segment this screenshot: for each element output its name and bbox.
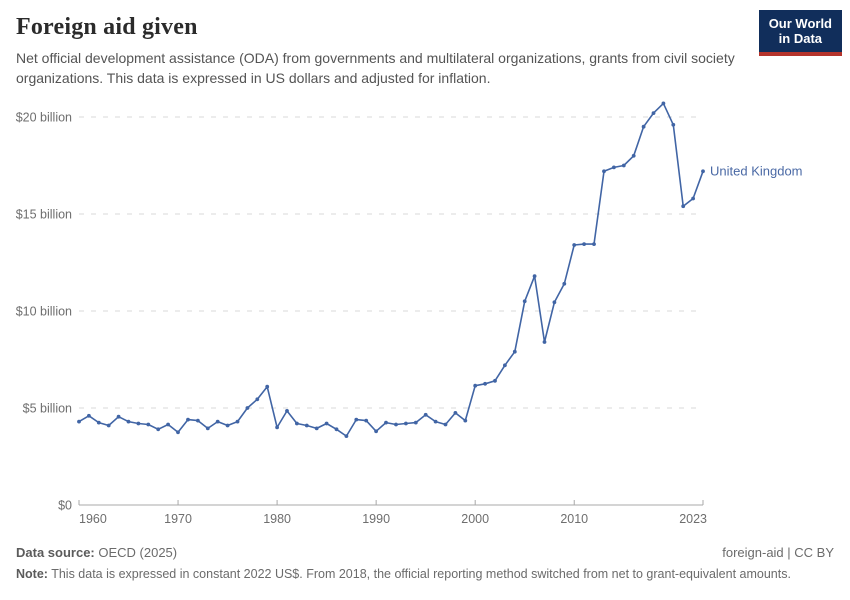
data-point[interactable] <box>77 419 81 424</box>
data-point[interactable] <box>196 418 200 423</box>
y-axis-label: $15 billion <box>16 208 72 222</box>
data-point[interactable] <box>265 384 270 389</box>
data-point[interactable] <box>522 299 527 304</box>
data-point[interactable] <box>691 196 695 201</box>
data-point[interactable] <box>156 427 161 432</box>
data-point[interactable] <box>413 420 418 425</box>
owid-logo-line2: in Data <box>778 30 823 46</box>
data-point[interactable] <box>136 421 141 426</box>
data-point[interactable] <box>602 169 606 174</box>
data-point[interactable] <box>285 409 289 413</box>
data-point[interactable] <box>651 111 656 116</box>
data-point[interactable] <box>681 204 686 209</box>
data-point[interactable] <box>275 425 279 430</box>
license-link[interactable]: foreign-aid | CC BY <box>722 545 834 561</box>
x-axis-label: 2010 <box>560 512 588 526</box>
data-point[interactable] <box>542 340 547 345</box>
data-point[interactable] <box>96 420 101 425</box>
data-point[interactable] <box>621 163 626 168</box>
data-point[interactable] <box>552 300 557 305</box>
owid-logo-line1: Our World <box>768 16 832 31</box>
x-axis-label: 2023 <box>679 512 707 526</box>
data-point[interactable] <box>384 420 388 425</box>
data-point[interactable] <box>582 242 586 247</box>
data-point[interactable] <box>225 423 230 428</box>
data-point[interactable] <box>572 243 577 248</box>
y-axis-label: $5 billion <box>23 402 72 416</box>
y-axis-label: $20 billion <box>16 111 72 125</box>
data-point[interactable] <box>334 427 339 432</box>
data-point[interactable] <box>701 169 705 174</box>
data-point[interactable] <box>255 397 260 402</box>
x-axis-label: 2000 <box>461 512 489 526</box>
data-point[interactable] <box>394 422 398 427</box>
data-point[interactable] <box>304 423 309 428</box>
data-point[interactable] <box>146 422 151 427</box>
series-end-label[interactable]: United Kingdom <box>710 164 803 179</box>
x-axis-label: 1990 <box>362 512 390 526</box>
data-point[interactable] <box>245 406 250 411</box>
data-point[interactable] <box>314 426 319 431</box>
data-point[interactable] <box>364 418 369 423</box>
chart-subtitle: Net official development assistance (ODA… <box>16 50 735 86</box>
data-point[interactable] <box>661 101 666 106</box>
data-point[interactable] <box>354 417 359 422</box>
data-point[interactable] <box>215 419 220 424</box>
data-point[interactable] <box>631 154 636 158</box>
data-point[interactable] <box>404 421 408 426</box>
data-point[interactable] <box>512 349 517 354</box>
data-source-label: Data source: <box>16 545 95 561</box>
data-point[interactable] <box>374 429 378 434</box>
data-point[interactable] <box>493 379 497 383</box>
data-source-value: OECD (2025) <box>94 545 178 561</box>
data-point[interactable] <box>235 419 240 424</box>
chart-header: Foreign aid given Our World in Data Net … <box>0 0 850 88</box>
data-point[interactable] <box>443 422 448 427</box>
data-point[interactable] <box>671 123 676 127</box>
data-source: Data source: OECD (2025) <box>16 545 177 560</box>
data-point[interactable] <box>473 383 478 388</box>
x-axis-label: 1960 <box>79 512 107 526</box>
data-point[interactable] <box>453 411 458 415</box>
series-line[interactable] <box>78 102 704 438</box>
data-point[interactable] <box>592 242 596 247</box>
owid-logo[interactable]: Our World in Data <box>758 10 842 56</box>
chart-area: $0 $5 billion $10 billion $15 billion $20 bi… <box>0 90 850 543</box>
data-point[interactable] <box>463 418 468 423</box>
data-point[interactable] <box>503 363 507 368</box>
data-point[interactable] <box>176 430 180 435</box>
note-value: This data is expressed in constant 2022 … <box>47 567 791 582</box>
data-point[interactable] <box>562 282 567 286</box>
data-point[interactable] <box>126 419 131 424</box>
data-point[interactable] <box>87 414 91 418</box>
note-label: Note: <box>16 567 48 582</box>
data-point[interactable] <box>612 165 616 170</box>
data-point[interactable] <box>532 274 537 279</box>
data-point[interactable] <box>433 419 438 424</box>
page-title: Foreign aid given <box>16 14 198 40</box>
y-axis-label: $0 <box>58 499 72 513</box>
data-point[interactable] <box>641 124 646 129</box>
chart-footer: Data source: OECD (2025) foreign-aid | C… <box>0 543 850 581</box>
data-point[interactable] <box>166 422 171 427</box>
data-point[interactable] <box>205 426 210 431</box>
chart-note: Note: This data is expressed in constant… <box>16 567 834 581</box>
data-point[interactable] <box>344 434 349 439</box>
data-point[interactable] <box>116 414 121 419</box>
data-point[interactable] <box>186 417 190 422</box>
data-point[interactable] <box>106 423 111 428</box>
data-point[interactable] <box>324 421 329 426</box>
data-point[interactable] <box>423 413 428 417</box>
line-chart-canvas: $0 $5 billion $10 billion $15 billion $20 bi… <box>16 101 803 526</box>
x-axis-label: 1970 <box>164 512 192 526</box>
x-axis-label: 1980 <box>263 512 291 526</box>
data-point[interactable] <box>295 421 299 426</box>
y-axis-label: $10 billion <box>16 305 72 319</box>
data-point[interactable] <box>483 382 487 386</box>
